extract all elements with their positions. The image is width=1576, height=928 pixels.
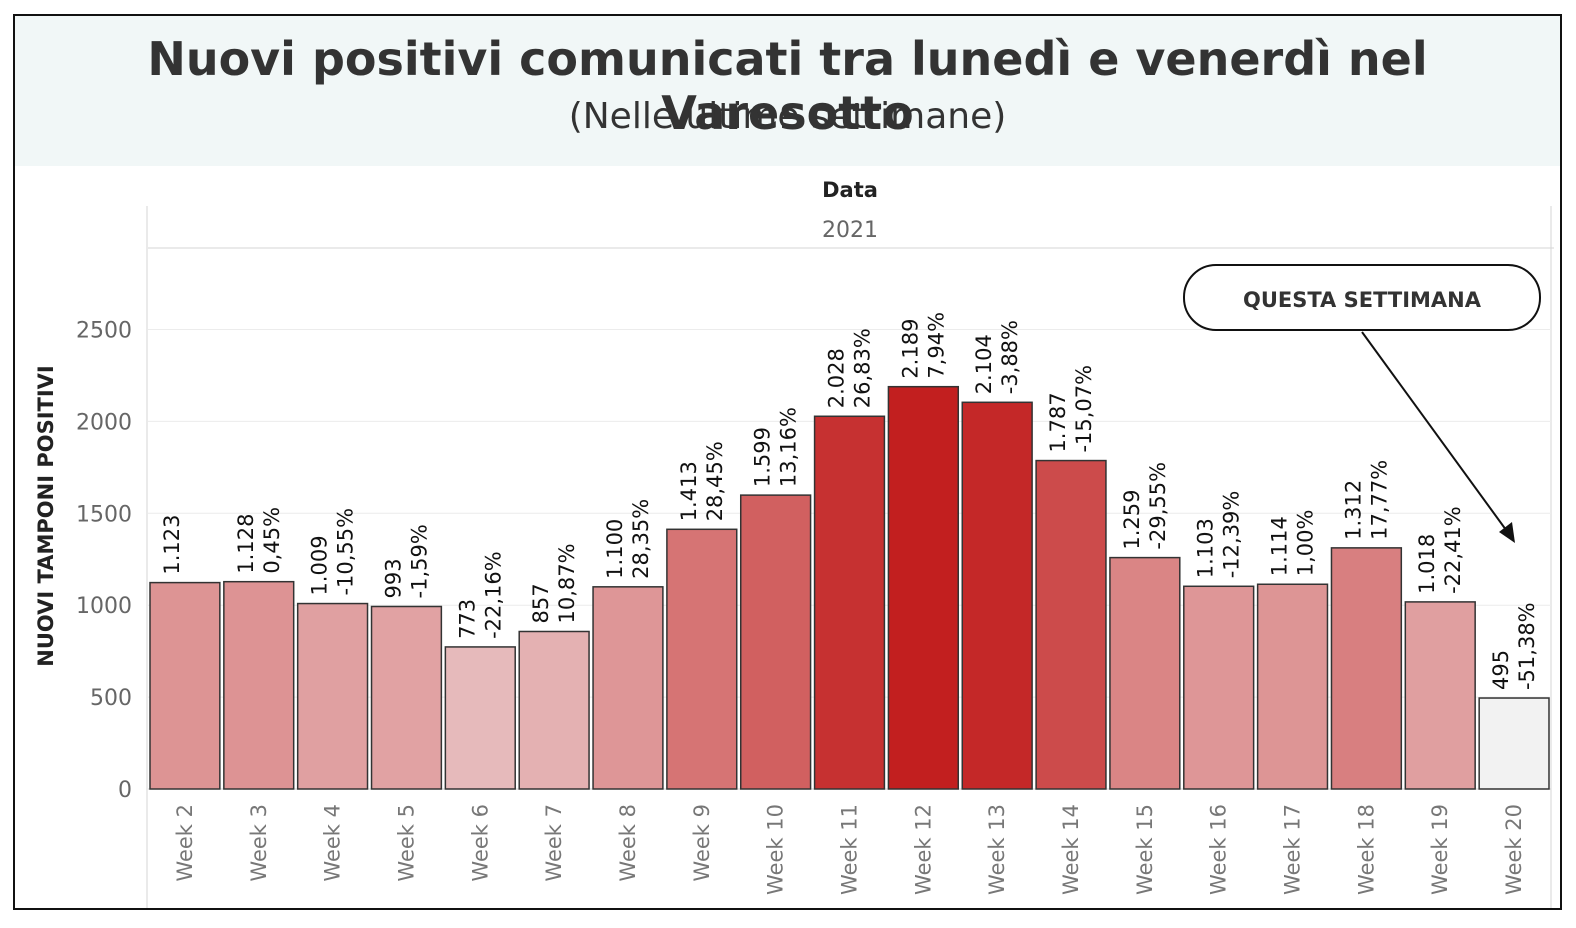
value-label: 1.599 [751,427,775,487]
x-tick-label: Week 15 [1133,804,1157,895]
value-label: 1.787 [1046,392,1070,452]
data-labels: 1.123 1.128 0,45% 1.009 -10,55% 993 -1,59%773-… [160,312,1539,690]
value-label: 1.114 [1268,516,1292,576]
x-tick-label: Week 7 [542,804,566,882]
bar [739,494,812,790]
x-tick-label: Week 18 [1354,804,1378,895]
value-label: 2.104 [972,334,996,394]
x-tick-label: Week 9 [690,804,714,882]
bar [592,586,664,790]
x-tick-label: Week 4 [321,804,345,882]
y-tick-label: 2500 [76,319,132,344]
bar [370,605,443,790]
pct-change-label: -15,07% [1072,365,1096,453]
bars [149,385,1550,790]
pct-change-label: -1,59% [407,524,431,598]
bar [1330,547,1403,790]
value-label: 1.103 [1194,518,1218,578]
value-label: 1.413 [677,461,701,521]
value-label: 993 [381,558,405,598]
pct-change-label: -10,55% [334,508,358,596]
bar [518,630,590,790]
y-tick-label: 500 [90,686,132,711]
pct-change-label: -22,41% [1441,506,1465,594]
pct-change-label: 10,87% [555,543,579,623]
value-label: 857 [529,583,553,623]
callout-text: QUESTA SETTIMANA [1243,288,1482,312]
pct-change-label: 28,45% [703,441,727,521]
bar [813,415,886,790]
x-tick-label: Week 11 [838,804,862,895]
bar [444,646,516,790]
y-tick-label: 1000 [76,594,132,619]
column-header: Data [822,178,878,202]
x-tick-label: Week 6 [468,804,492,882]
callout-bubble [1183,264,1541,331]
x-tick-label: Week 20 [1502,804,1526,895]
pct-change-label: -22,16% [481,551,505,639]
x-tick-label: Week 13 [985,804,1009,895]
bar [149,581,221,790]
pct-change-label: 17,77% [1367,460,1391,540]
year-header: 2021 [822,218,878,243]
value-label: 2.189 [898,319,922,379]
x-tick-label: Week 8 [616,804,640,882]
chart-title: Nuovi positivi comunicati tra lunedì e v… [147,32,1428,140]
chart-frame: Nuovi positivi comunicati tra lunedì e v… [13,14,1562,910]
pct-change-label: 7,94% [924,312,948,379]
pct-change-label: 0,45% [260,507,284,574]
pct-change-label: -51,38% [1515,602,1539,690]
x-tick-label: Week 2 [173,804,197,882]
value-label: 1.100 [603,519,627,579]
bar [1404,601,1476,790]
value-label: 1.312 [1341,480,1365,540]
pct-change-label: 13,16% [777,407,801,487]
bar [887,385,960,790]
y-axis-title: NUOVI TAMPONI POSITIVI [34,365,58,666]
y-ticks: 0 500 1000 1500 2000 2500 [76,319,132,803]
bar [961,401,1033,790]
pct-change-label: 26,83% [851,328,875,408]
y-tick-label: 2000 [76,410,132,435]
bar [1109,556,1181,790]
value-label: 1.009 [308,535,332,595]
bar [1256,583,1329,790]
x-tick-label: Week 14 [1059,804,1083,895]
chart-subtitle: (Nelle ultime settimane) [568,96,1007,137]
bar [666,528,738,790]
bar [1183,585,1255,790]
pct-change-label: -29,55% [1146,462,1170,550]
value-label: 2.028 [825,348,849,408]
bar-chart: Data 2021 NUOVI TAMPONI POSITIVI 0 500 100… [34,178,1554,908]
x-tick-label: Week 17 [1281,804,1305,895]
x-tick-label: Week 19 [1428,804,1452,895]
x-tick-label: Week 10 [764,804,788,895]
value-label: 1.259 [1120,489,1144,549]
bar [296,602,369,790]
bar [223,580,295,790]
pct-change-label: -3,88% [998,320,1022,394]
x-tick-labels: Week 2 Week 3 Week 4 Week 5 Week 6 Week 7 Week… [173,804,1526,895]
x-tick-label: Week 16 [1207,804,1231,895]
value-label: 1.128 [234,514,258,574]
pct-change-label: -12,39% [1220,491,1244,579]
bar [1035,459,1107,790]
value-label: 773 [455,599,479,639]
x-tick-label: Week 12 [911,804,935,895]
value-label: 1.018 [1415,534,1439,594]
callout-arrow-line [1361,331,1510,535]
value-label: 495 [1489,650,1513,690]
y-tick-label: 0 [118,778,132,803]
y-tick-label: 1500 [76,502,132,527]
bar [1478,697,1550,790]
callout-arrow-head [1499,522,1515,543]
pct-change-label: 28,35% [629,499,653,579]
x-tick-label: Week 5 [394,804,418,882]
chart-header: Nuovi positivi comunicati tra lunedì e v… [15,16,1560,166]
pct-change-label: 1,00% [1294,510,1318,577]
value-label: 1.123 [160,514,184,574]
callout: QUESTA SETTIMANA [1183,264,1541,543]
x-tick-label: Week 3 [247,804,271,882]
